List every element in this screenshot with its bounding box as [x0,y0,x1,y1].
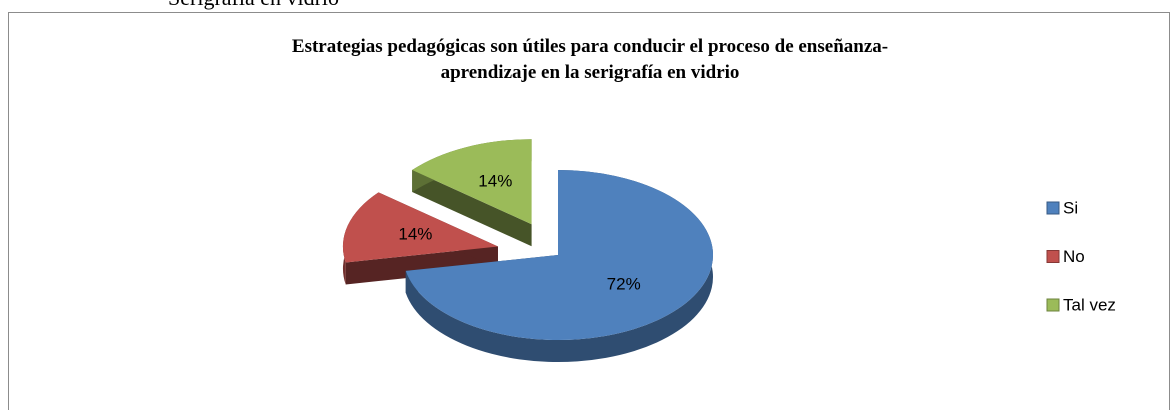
slice-wall [345,246,498,285]
slice-group [342,192,498,285]
chart-title: Estrategias pedagógicas son útiles para … [292,36,888,83]
slice-group [412,139,532,247]
legend-label: Si [1063,198,1078,217]
data-label: 14% [478,171,512,190]
slice [342,192,498,263]
legend-swatch [1046,201,1060,215]
legend-swatch [1046,298,1060,312]
slice-wall [412,170,532,247]
legend-label: No [1063,247,1085,266]
slice [405,170,713,340]
page-heading: Serigrafía en vidrio [168,0,339,10]
legend-label: Tal vez [1063,295,1116,314]
legend-swatch [1046,250,1060,263]
slice [412,139,532,225]
slice-group [405,170,713,362]
data-label: 72% [607,274,641,293]
data-label: 14% [398,224,432,243]
